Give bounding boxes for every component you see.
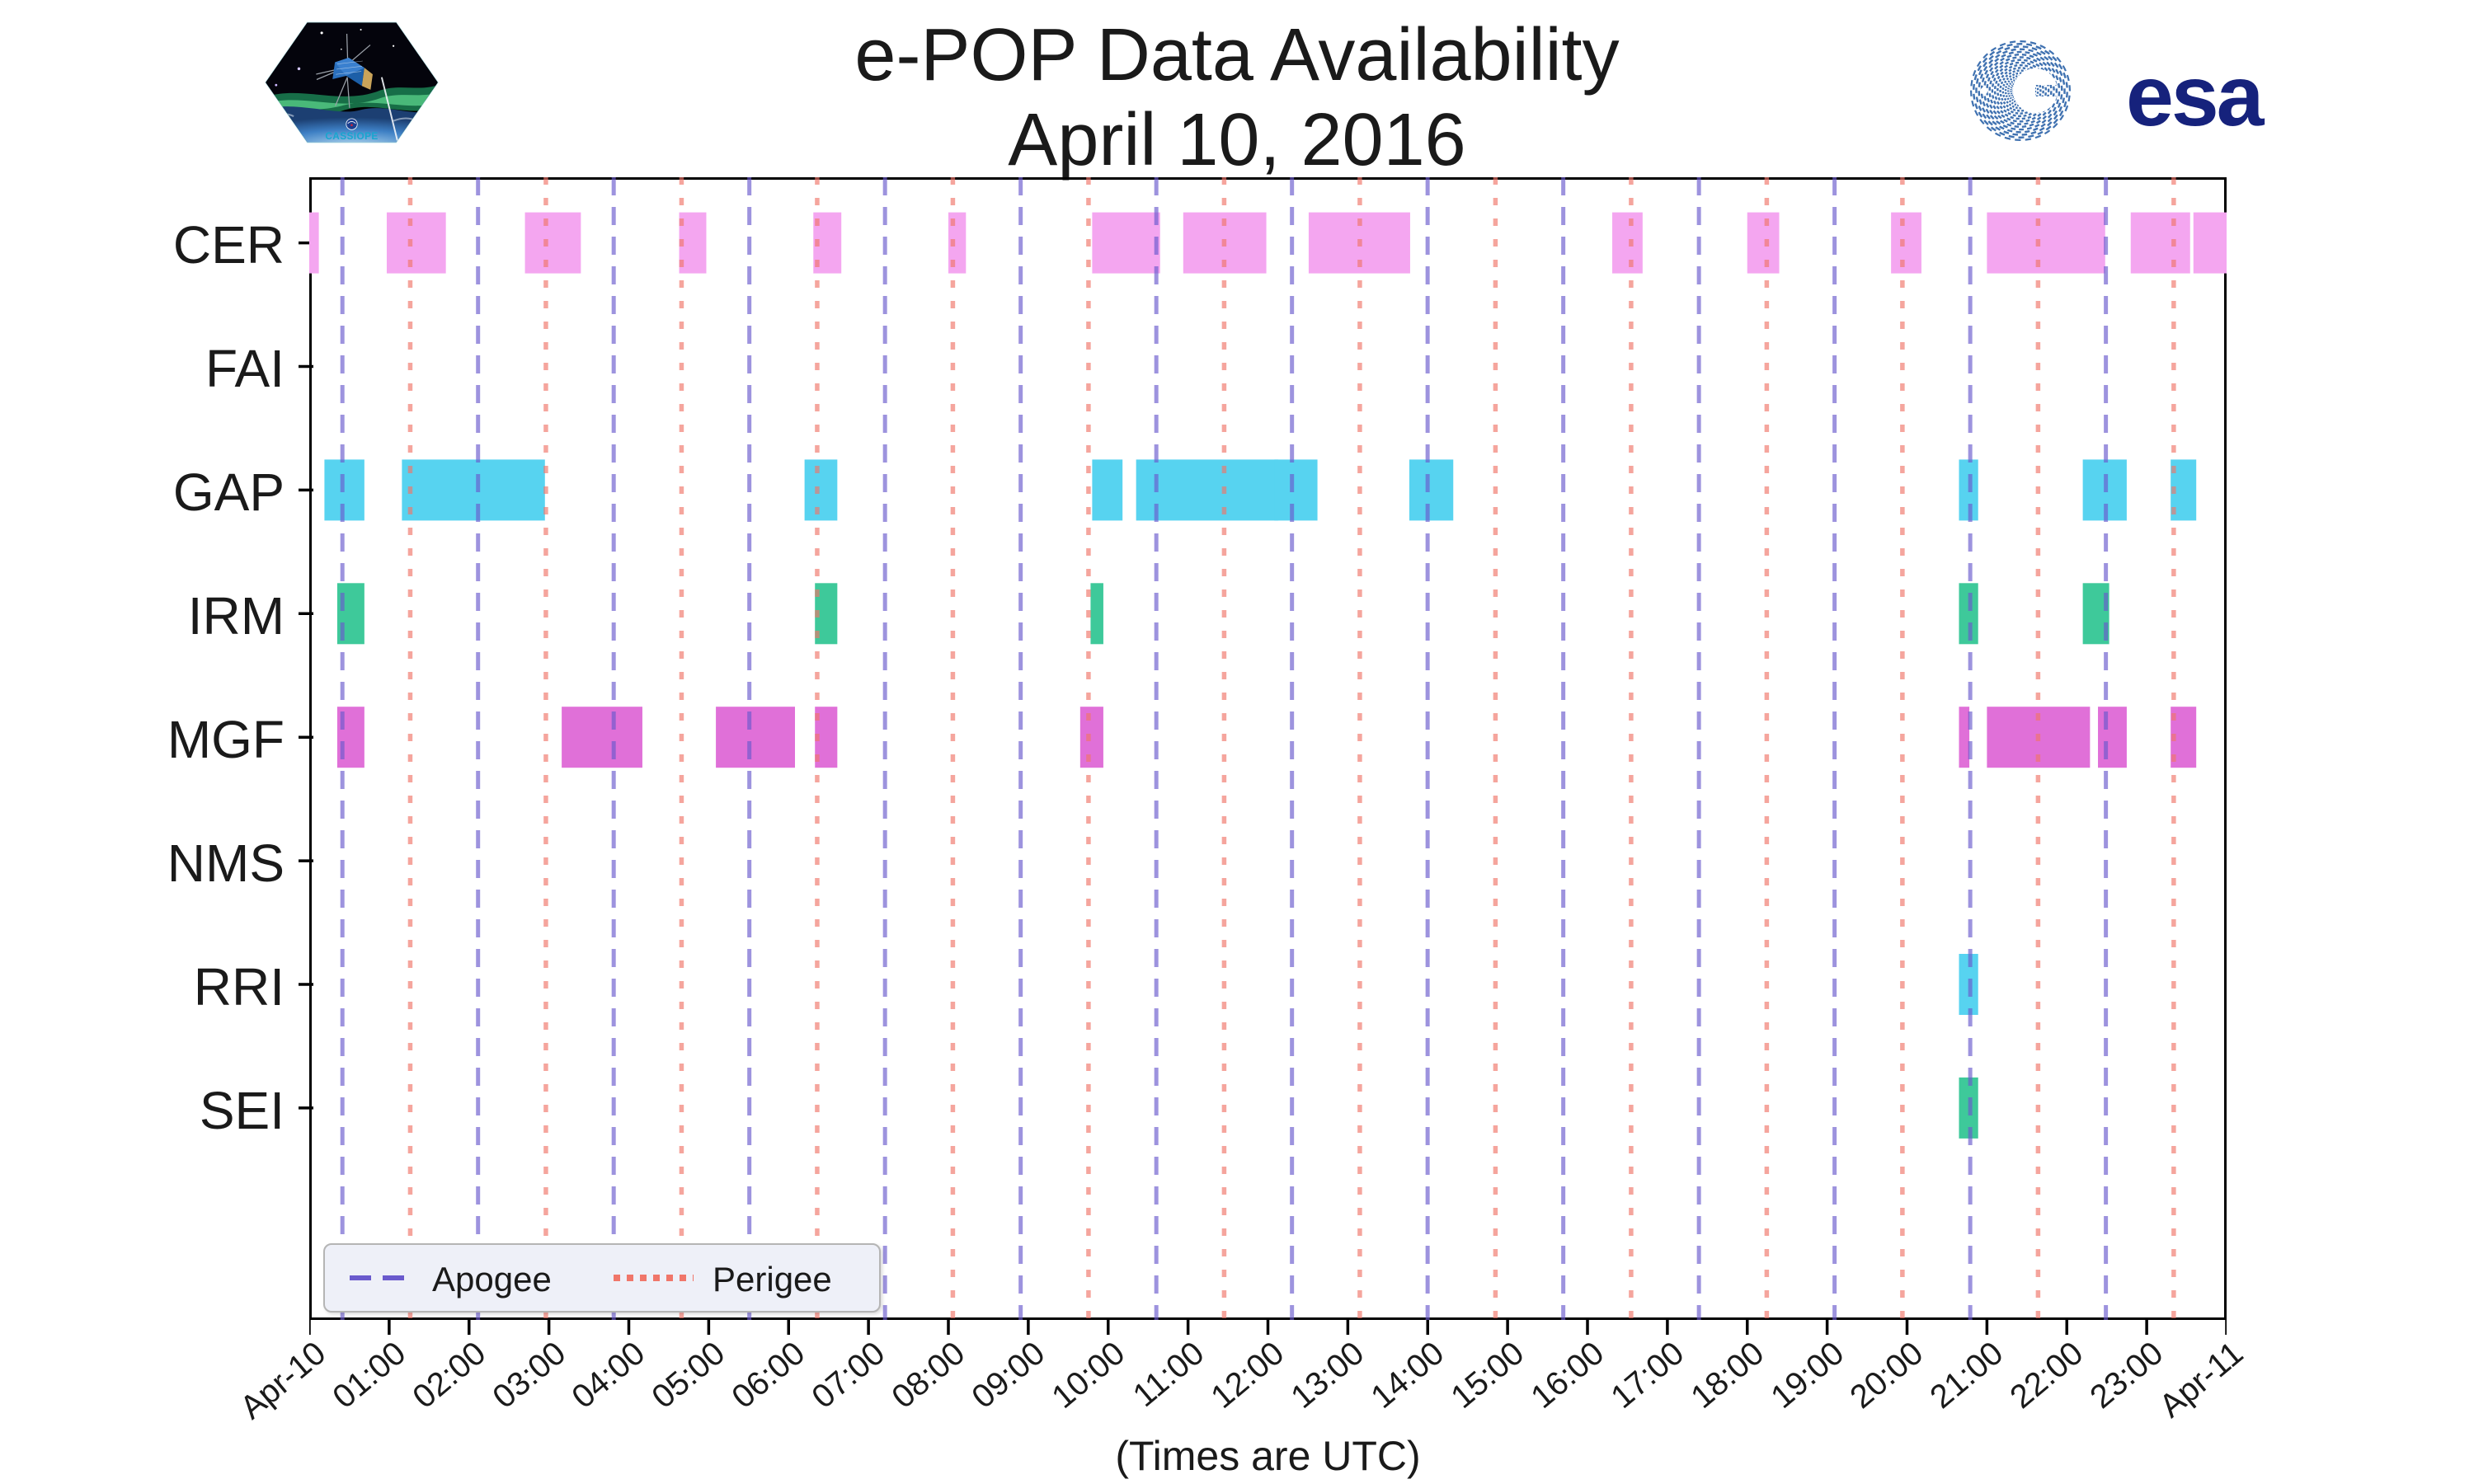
svg-text:esa: esa	[2126, 49, 2265, 144]
svg-text:CASSIOPE: CASSIOPE	[325, 130, 378, 142]
